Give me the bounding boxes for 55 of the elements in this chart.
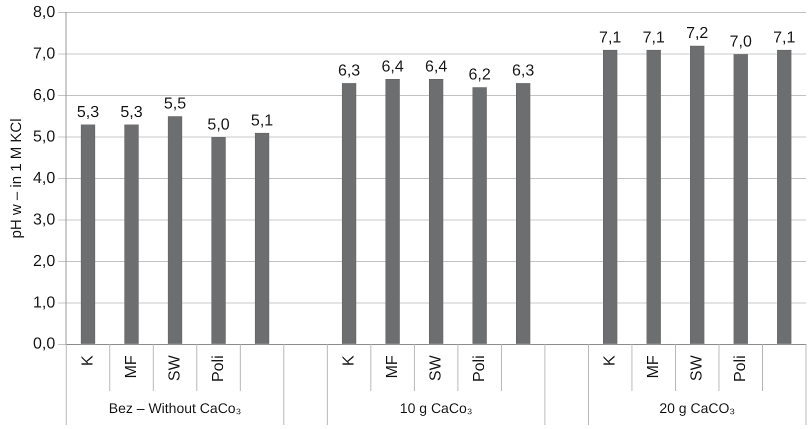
data-label: 6,3 <box>512 62 534 80</box>
data-label: 5,1 <box>250 112 274 130</box>
data-label: 5,3 <box>120 104 143 121</box>
x-tick-label: MF <box>122 355 140 378</box>
bar <box>211 136 226 344</box>
data-label: 6,2 <box>468 66 491 84</box>
bar <box>80 124 96 344</box>
bar <box>428 78 444 344</box>
x-tick-label: SW <box>688 354 706 382</box>
y-tick-label: 6,0 <box>32 86 56 104</box>
bar <box>734 54 748 344</box>
x-tick-label: MF <box>384 355 402 378</box>
x-tick-label: SW <box>428 354 445 382</box>
bar <box>385 78 400 344</box>
y-tick-label: 7,0 <box>32 45 56 62</box>
text: Bez – Without CaCo₃ <box>108 400 242 416</box>
bar <box>690 46 704 344</box>
data-label: 5,0 <box>207 116 230 134</box>
x-tick-label: Poli <box>210 355 227 382</box>
bar <box>516 83 530 344</box>
bar <box>254 132 270 344</box>
data-label: 5,5 <box>164 96 186 113</box>
x-tick-label: MF <box>645 355 662 378</box>
x-tick-label: K <box>602 354 619 366</box>
y-tick-label: 0,0 <box>32 336 56 353</box>
bar <box>168 116 182 344</box>
x-tick-label: K <box>79 354 96 366</box>
y-tick-label: 5,0 <box>32 128 56 146</box>
bar <box>472 87 487 344</box>
y-tick-label: 8,0 <box>32 4 56 22</box>
bar <box>342 83 356 344</box>
x-tick-label: K <box>340 354 358 366</box>
data-label: 6,4 <box>381 58 404 76</box>
bar <box>777 50 792 344</box>
data-label: 7,2 <box>686 25 708 42</box>
x-tick-label: Poli <box>471 355 488 382</box>
y-tick-label: 2,0 <box>32 252 56 270</box>
y-tick-label: 3,0 <box>32 211 56 228</box>
x-tick-label: SW <box>166 354 184 382</box>
bar <box>603 50 618 344</box>
y-tick-label: 4,0 <box>32 170 56 187</box>
y-axis-title: pH w – in 1 M KCl <box>8 118 26 238</box>
data-label: 7,1 <box>642 29 665 46</box>
data-label: 5,3 <box>76 104 100 121</box>
text: 20 g CaCO₃ <box>659 400 736 416</box>
data-label: 6,4 <box>424 58 448 76</box>
data-label: 7,1 <box>599 29 622 46</box>
bar <box>124 124 139 344</box>
x-tick-label: Poli <box>732 355 750 382</box>
data-label: 6,3 <box>338 62 360 80</box>
y-tick-label: 1,0 <box>32 294 56 312</box>
bar <box>646 50 661 344</box>
data-label: 7,0 <box>730 33 752 50</box>
data-label: 7,1 <box>773 29 796 46</box>
text: 10 g CaCo₃ <box>400 400 472 416</box>
